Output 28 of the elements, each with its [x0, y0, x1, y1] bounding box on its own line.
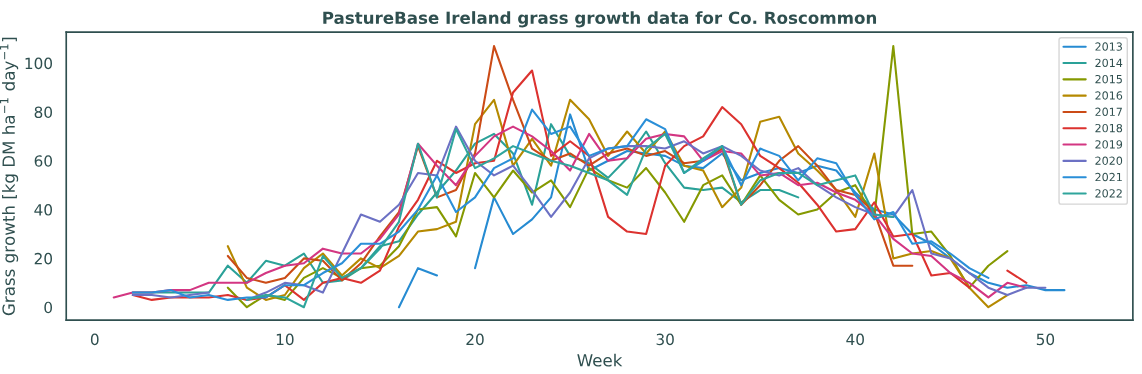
- line-series: [226, 45, 1009, 309]
- x-tick-label: 50: [1036, 333, 1055, 346]
- x-tick-label: 30: [656, 333, 674, 346]
- y-tick-label: 0: [44, 301, 53, 314]
- line-series: [226, 98, 1009, 309]
- y-tick-label: 80: [34, 106, 53, 118]
- legend-label: 2018: [1095, 123, 1123, 133]
- y-tick-label: 100: [25, 57, 53, 70]
- legend-label: 2020: [1095, 156, 1123, 165]
- y-tick-label: 20: [34, 252, 53, 265]
- legend-label: 2016: [1095, 91, 1123, 100]
- legend-label: 2015: [1095, 74, 1122, 84]
- legend-label: 2019: [1095, 140, 1123, 149]
- x-tick-label: 10: [276, 333, 294, 346]
- x-tick-label: 0: [90, 333, 99, 346]
- legend-label: 2013: [1095, 42, 1122, 51]
- x-tick-label: 40: [846, 333, 864, 346]
- y-axis-title: Grass growth [kg DM ha$^{−1}$ day$^{−1}$]: [0, 37, 19, 316]
- legend-label: 2017: [1095, 107, 1122, 116]
- chart-title: PastureBase Ireland grass growth data for Co. Roscommon: [323, 11, 877, 28]
- legend-label: 2021: [1095, 172, 1122, 182]
- legend-label: 2022: [1095, 189, 1122, 198]
- y-tick-label: 40: [34, 204, 53, 216]
- x-axis-title: Week: [577, 353, 623, 367]
- y-tick-label: 60: [34, 155, 53, 167]
- x-tick-label: 20: [466, 333, 484, 346]
- line-series: [226, 45, 914, 284]
- legend-label: 2014: [1095, 58, 1123, 68]
